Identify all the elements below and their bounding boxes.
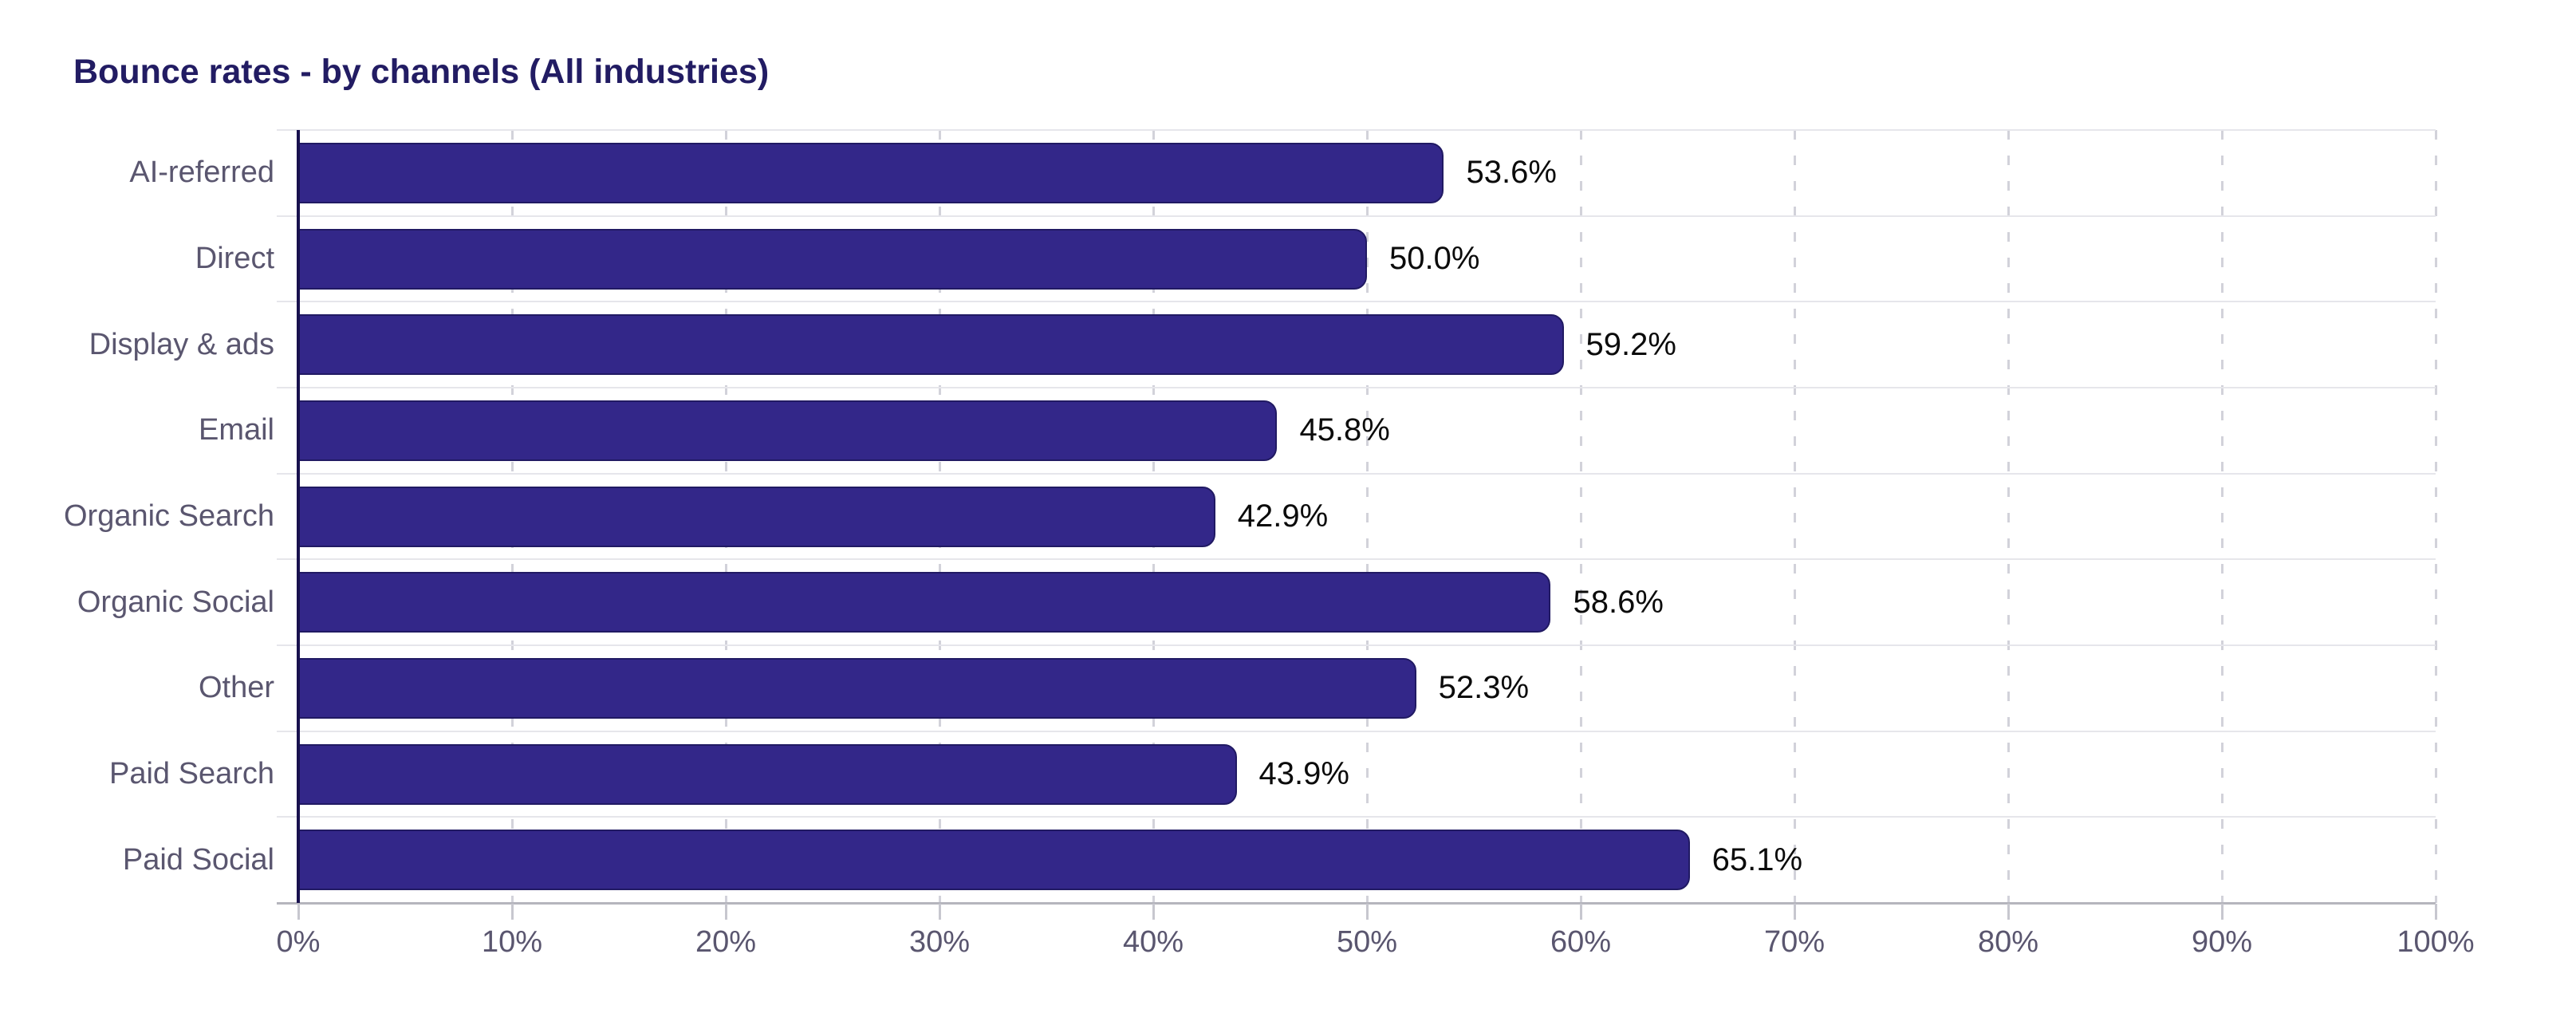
bar [298, 830, 1690, 891]
x-axis-tick-10 [510, 904, 514, 920]
horizontal-gridline-7 [277, 730, 2436, 732]
x-axis-tick-label-60: 60% [1550, 925, 1612, 959]
category-label: Organic Social [77, 585, 274, 619]
bar [298, 657, 1416, 719]
category-label: Display & ads [89, 327, 274, 361]
category-label: Paid Search [108, 756, 274, 790]
y-axis-zero-line [297, 130, 300, 903]
x-axis-tick-20 [724, 904, 727, 920]
horizontal-gridline-4 [277, 472, 2436, 475]
bar [298, 486, 1215, 547]
x-axis-tick-90 [2220, 904, 2223, 920]
x-axis-tick-label-80: 80% [1977, 925, 2039, 959]
bar [298, 572, 1551, 633]
bar-value-label: 65.1% [1711, 842, 1803, 877]
category-label: Direct [195, 241, 274, 275]
horizontal-gridline-2 [277, 301, 2436, 303]
x-axis-tick-label-50: 50% [1336, 925, 1398, 959]
horizontal-gridline-3 [277, 387, 2436, 388]
x-axis-tick-30 [938, 904, 941, 920]
x-axis-tick-70 [1793, 904, 1796, 920]
x-axis-tick-label-40: 40% [1122, 925, 1184, 959]
x-axis-tick-100 [2434, 904, 2437, 920]
bar-value-label: 43.9% [1258, 756, 1349, 791]
category-label: Paid Social [122, 842, 274, 877]
horizontal-gridline-1 [277, 215, 2436, 217]
x-axis-tick-label-100: 100% [2397, 925, 2475, 959]
x-axis-tick-label-30: 30% [908, 925, 971, 959]
vertical-gridline-100 [2434, 130, 2437, 903]
horizontal-gridline-8 [277, 816, 2436, 818]
bar [298, 314, 1564, 376]
bar-value-label: 52.3% [1438, 670, 1530, 706]
x-axis-tick-label-90: 90% [2191, 925, 2253, 959]
category-label: Other [198, 671, 274, 705]
bar-value-label: 58.6% [1573, 584, 1664, 620]
bar-value-label: 53.6% [1466, 155, 1557, 191]
category-label: Organic Search [63, 499, 274, 533]
vertical-gridline-80 [2007, 130, 2010, 903]
bar-value-label: 45.8% [1299, 412, 1390, 448]
bar [298, 142, 1444, 203]
category-label: Email [198, 413, 274, 447]
vertical-gridline-70 [1793, 130, 1796, 903]
bar-value-label: 50.0% [1389, 241, 1480, 276]
x-axis-tick-label-20: 20% [695, 925, 757, 959]
bar [298, 400, 1278, 461]
x-axis-tick-label-70: 70% [1763, 925, 1826, 959]
vertical-gridline-90 [2220, 130, 2223, 903]
bar-value-label: 42.9% [1237, 499, 1329, 534]
x-axis-tick-80 [2007, 904, 2010, 920]
vertical-gridline-60 [1579, 130, 1582, 903]
bar-value-label: 59.2% [1585, 326, 1676, 362]
x-axis-tick-label-0: 0% [276, 925, 321, 959]
vertical-gridline-50 [1365, 130, 1369, 903]
x-axis-tick-0 [297, 904, 300, 920]
horizontal-gridline-0 [277, 129, 2436, 131]
bar [298, 743, 1237, 805]
x-axis-tick-50 [1365, 904, 1369, 920]
chart-title: Bounce rates - by channels (All industri… [73, 53, 770, 91]
horizontal-gridline-5 [277, 558, 2436, 561]
x-axis-tick-40 [1152, 904, 1155, 920]
bar [298, 228, 1367, 290]
x-axis-line [277, 902, 2436, 905]
horizontal-gridline-6 [277, 644, 2436, 646]
x-axis-tick-60 [1579, 904, 1582, 920]
category-label: AI-referred [129, 156, 274, 190]
x-axis-tick-label-10: 10% [481, 925, 543, 959]
